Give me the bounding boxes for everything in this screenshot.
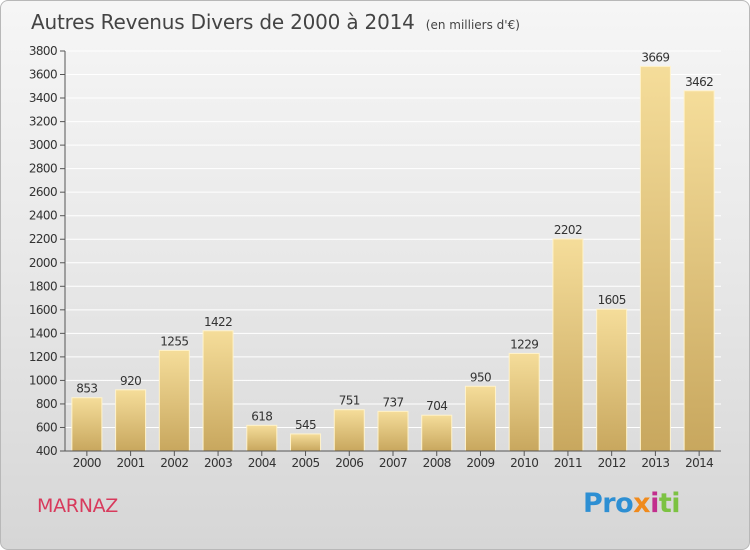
y-tick-label: 3600 (29, 68, 57, 82)
chart-title: Autres Revenus Divers de 2000 à 2014 (en… (31, 10, 520, 34)
y-tick-label: 1200 (29, 350, 57, 364)
bar (246, 424, 278, 452)
data-label: 1255 (160, 334, 188, 348)
bar (464, 385, 496, 452)
x-tick-label: 2001 (117, 456, 145, 470)
data-label: 751 (339, 394, 360, 408)
bar (552, 238, 584, 452)
x-tick-label: 2007 (379, 456, 407, 470)
bar (683, 90, 715, 452)
x-tick-label: 2014 (685, 456, 713, 470)
data-label: 950 (470, 370, 491, 384)
bar (290, 433, 322, 452)
commune-name: MARNAZ (37, 495, 119, 517)
y-tick-label: 3800 (29, 44, 57, 58)
y-tick-label: 2200 (29, 232, 57, 246)
x-tick-label: 2009 (466, 456, 494, 470)
data-label: 3462 (685, 75, 713, 89)
y-tick-label: 1400 (29, 326, 57, 340)
x-tick-label: 2011 (554, 456, 582, 470)
y-tick-label: 2000 (29, 256, 57, 270)
bar (71, 397, 103, 452)
data-label: 704 (426, 399, 447, 413)
y-tick-label: 3200 (29, 115, 57, 129)
data-label: 920 (120, 374, 141, 388)
y-tick-label: 2600 (29, 185, 57, 199)
bar (421, 414, 453, 452)
data-label: 737 (382, 395, 403, 409)
bar (508, 352, 540, 452)
bar (158, 349, 190, 452)
y-tick-label: 1600 (29, 303, 57, 317)
y-tick-label: 2800 (29, 162, 57, 176)
y-tick-label: 2400 (29, 209, 57, 223)
data-label: 3669 (641, 50, 669, 64)
y-tick-label: 800 (36, 397, 57, 411)
bar (596, 308, 628, 452)
bar (333, 409, 365, 452)
y-tick-label: 1800 (29, 279, 57, 293)
y-tick-label: 3000 (29, 138, 57, 152)
data-label: 545 (295, 418, 316, 432)
x-tick-label: 2003 (204, 456, 232, 470)
bar-layer (71, 65, 715, 452)
bar (115, 389, 147, 452)
y-tick-label: 600 (36, 420, 57, 434)
data-label: 2202 (554, 223, 582, 237)
x-tick-label: 2004 (248, 456, 276, 470)
x-tick-label: 2002 (160, 456, 188, 470)
data-label: 1605 (598, 293, 626, 307)
x-tick-label: 2010 (510, 456, 538, 470)
data-label: 1229 (510, 337, 538, 351)
x-tick-label: 2006 (335, 456, 363, 470)
data-label: 618 (251, 409, 272, 423)
bar (377, 410, 409, 452)
unit-note: (en milliers d'€) (425, 18, 520, 32)
data-label: 1422 (204, 315, 232, 329)
axis-layer: 400 600 800 1000 1200 1400 1600 1800 2000 2200 240… (29, 44, 721, 470)
y-tick-label: 400 (36, 444, 57, 458)
x-tick-label: 2000 (73, 456, 101, 470)
x-tick-label: 2008 (423, 456, 451, 470)
proxiti-logo: Proxiti (583, 488, 681, 519)
x-tick-label: 2012 (598, 456, 626, 470)
bar (639, 65, 671, 452)
data-label: 853 (76, 382, 97, 396)
title-text: Autres Revenus Divers de 2000 à 2014 (31, 10, 415, 34)
bar (202, 330, 234, 452)
y-tick-label: 3400 (29, 91, 57, 105)
x-tick-label: 2005 (291, 456, 319, 470)
y-tick-label: 1000 (29, 373, 57, 387)
label-layer: 853 920 1255 1422 618 545 751 737 704 950 1229 2202… (76, 50, 713, 432)
x-tick-label: 2013 (641, 456, 669, 470)
